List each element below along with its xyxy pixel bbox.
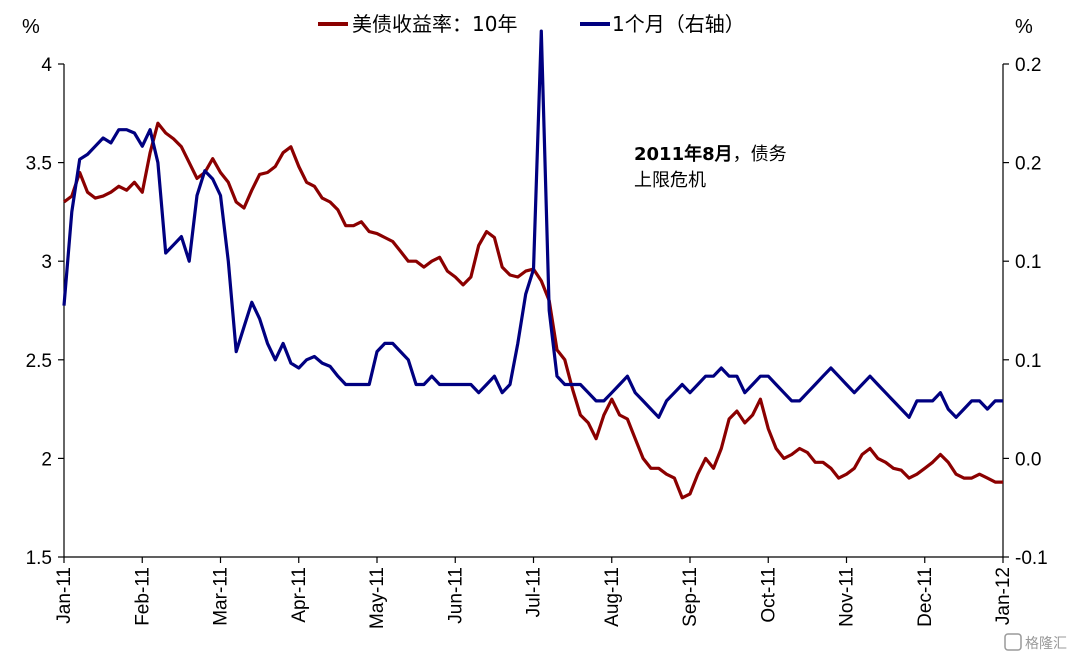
x-tick-label: Sep-11: [680, 567, 701, 627]
right-tick-label: 0.1: [1015, 351, 1041, 372]
series-line-1m: [62, 29, 1003, 419]
left-y-ticks: 1.5 2 2.5 3 3.5 4: [26, 55, 64, 569]
watermark: 格隆汇: [1004, 633, 1067, 652]
x-tick-label: Aug-11: [602, 567, 623, 627]
right-tick-label: 0.2: [1015, 55, 1041, 76]
annotation-line2: 上限危机: [634, 170, 706, 191]
x-tick-label: Jan-12: [993, 567, 1014, 625]
right-tick-label: 0.2: [1015, 154, 1041, 175]
annotation-debt-ceiling: 2011年8月，债务 上限危机: [634, 143, 787, 191]
left-tick-label: 4: [41, 55, 52, 76]
legend-label-10y: 美债收益率：10年: [352, 12, 517, 36]
left-tick-label: 3.5: [26, 154, 52, 175]
annotation-bold: 2011年8月: [634, 143, 733, 165]
right-tick-label: 0.0: [1015, 449, 1041, 470]
x-tick-label: Mar-11: [211, 567, 232, 626]
axes: [63, 64, 1004, 558]
watermark-logo-icon: [1004, 633, 1022, 651]
watermark-text: 格隆汇: [1025, 636, 1067, 652]
right-tick-label: -0.1: [1015, 548, 1048, 569]
x-tick-label: Oct-11: [758, 567, 779, 623]
x-tick-label: Apr-11: [289, 567, 310, 623]
right-y-ticks: -0.1 0.0 0.1 0.1 0.2 0.2: [1003, 55, 1048, 569]
series-line-10y: [63, 121, 1003, 500]
x-tick-label: Jul-11: [524, 567, 545, 617]
annotation-rest: ，债务: [733, 144, 787, 165]
left-tick-label: 2.5: [26, 351, 52, 372]
x-tick-label: Jun-11: [445, 567, 466, 624]
x-tick-label: Jan-11: [54, 567, 75, 624]
x-tick-label: Feb-11: [132, 567, 153, 626]
x-ticks: Jan-11 Feb-11 Mar-11 Apr-11 May-11 Jun-11 Jul-…: [54, 557, 1014, 629]
right-axis-unit: %: [1015, 16, 1033, 38]
svg-text:2011年8月，债务: 2011年8月，债务: [634, 143, 787, 165]
left-axis-unit: %: [22, 16, 40, 38]
legend: 美债收益率：10年 1个月（右轴）: [318, 12, 745, 36]
left-tick-label: 2: [41, 449, 52, 470]
x-tick-label: Nov-11: [837, 567, 858, 627]
left-tick-label: 1.5: [26, 548, 52, 569]
legend-label-1m: 1个月（右轴）: [612, 12, 745, 36]
right-tick-label: 0.1: [1015, 252, 1041, 273]
left-tick-label: 3: [41, 252, 52, 273]
x-tick-label: May-11: [367, 567, 388, 629]
x-tick-label: Dec-11: [915, 567, 936, 627]
